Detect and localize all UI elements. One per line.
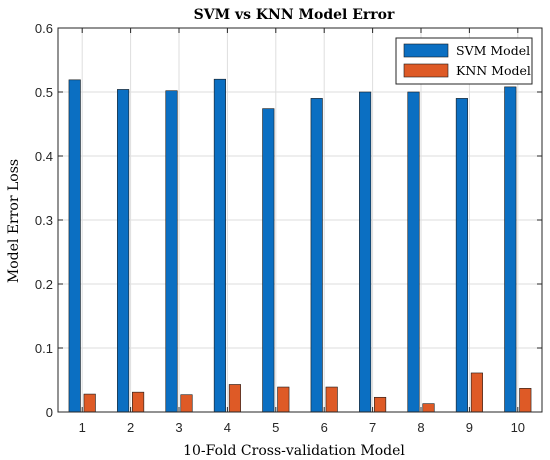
legend: SVM Model KNN Model (395, 37, 533, 85)
y-tick-label: 0.3 (35, 213, 53, 228)
knn-bar (277, 386, 290, 413)
y-tick-label: 0 (46, 405, 53, 420)
knn-bar (132, 391, 145, 413)
y-axis-ticks: 0 0.1 0.2 0.3 0.4 0.5 0.6 (35, 21, 542, 420)
x-tick-label: 2 (127, 420, 134, 435)
y-tick-label: 0.5 (35, 85, 53, 100)
svm-bar (165, 90, 178, 413)
knn-bar (422, 403, 435, 413)
svm-bar (117, 89, 130, 413)
legend-swatch (403, 43, 449, 58)
x-axis-label: 10-Fold Cross-validation Model (183, 443, 405, 459)
knn-bar (470, 372, 483, 413)
knn-bar (519, 388, 532, 413)
y-tick-label: 0.4 (35, 149, 53, 164)
x-tick-label: 8 (417, 420, 424, 435)
x-tick-label: 7 (369, 420, 376, 435)
y-tick-label: 0.2 (35, 277, 53, 292)
knn-bar (374, 396, 387, 413)
x-tick-label: 9 (466, 420, 473, 435)
svm-bar (455, 98, 468, 413)
svm-bar (407, 91, 420, 413)
svm-bar (213, 78, 226, 413)
grid-lines (58, 28, 542, 412)
x-tick-label: 5 (272, 420, 279, 435)
legend-items: SVM Model KNN Model (403, 43, 531, 78)
svm-bar (310, 98, 323, 413)
knn-bar (83, 393, 96, 413)
y-tick-label: 0.6 (35, 21, 53, 36)
knn-bar (180, 394, 193, 413)
chart-title: SVM vs KNN Model Error (194, 7, 395, 23)
svm-bar (359, 91, 372, 413)
legend-label: KNN Model (456, 63, 531, 78)
x-tick-label: 10 (511, 420, 525, 435)
legend-label: SVM Model (456, 43, 530, 58)
knn-bar (325, 386, 338, 413)
svm-bar (504, 86, 517, 413)
x-tick-label: 4 (224, 420, 231, 435)
svm-bar (262, 108, 275, 413)
svm-bar (68, 79, 81, 413)
y-tick-label: 0.1 (35, 341, 53, 356)
x-tick-label: 1 (79, 420, 86, 435)
x-axis-ticks: 1 2 3 4 5 6 7 8 9 10 (79, 28, 525, 435)
y-axis-label: Model Error Loss (6, 159, 22, 283)
x-tick-label: 3 (175, 420, 182, 435)
x-tick-label: 6 (321, 420, 328, 435)
knn-bar (228, 384, 241, 413)
legend-swatch (403, 63, 449, 78)
